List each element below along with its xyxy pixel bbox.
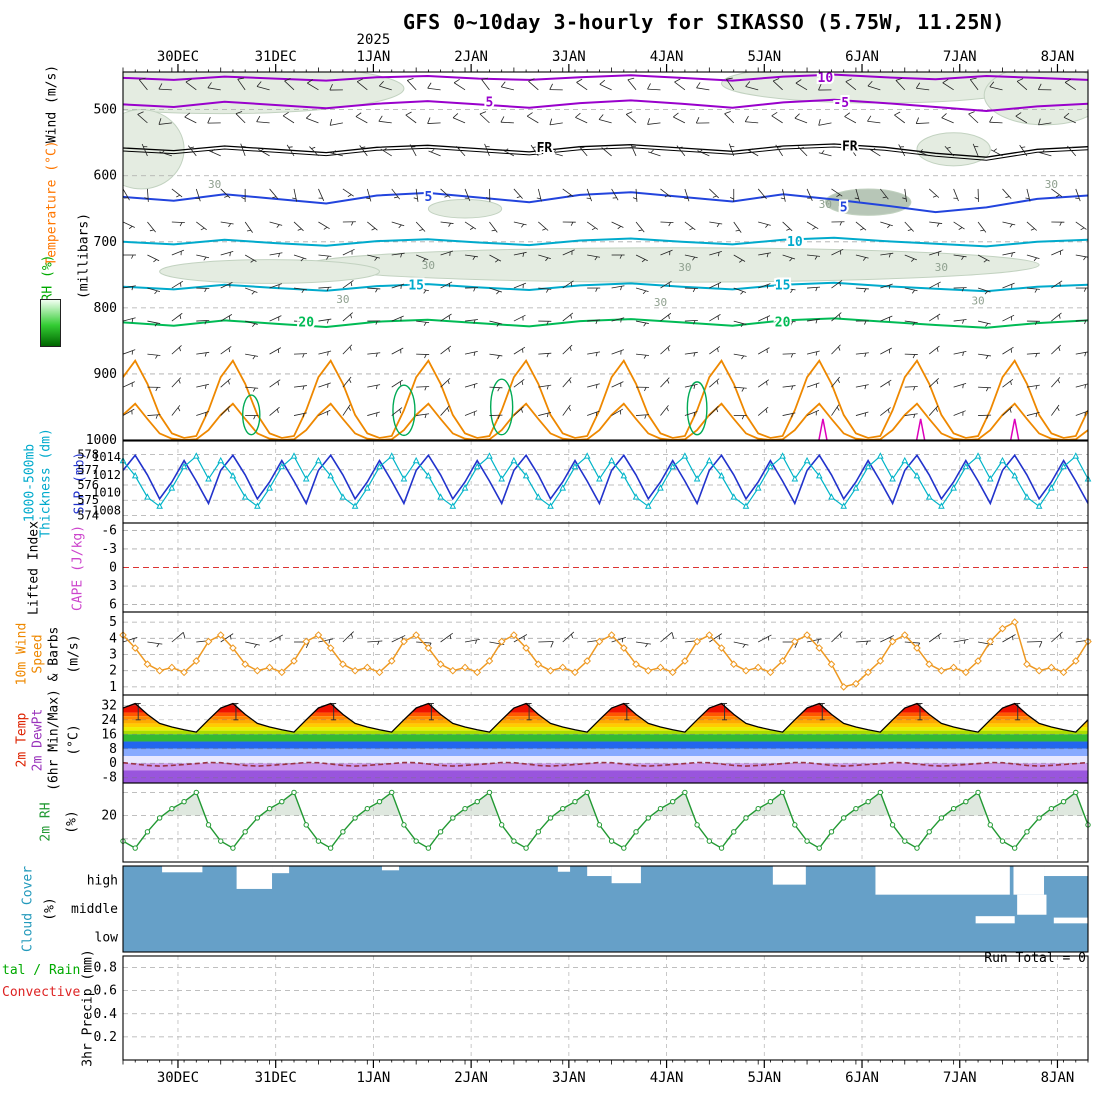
svg-text:5JAN: 5JAN [747, 1070, 781, 1086]
svg-text:-6: -6 [101, 523, 117, 538]
run-total-text: Run Total = 0 [984, 951, 1086, 966]
svg-text:1010: 1010 [92, 486, 121, 500]
svg-text:20: 20 [775, 315, 791, 330]
svg-text:3: 3 [109, 579, 117, 594]
time-axis: 30DEC 30DEC 31DEC 31DEC 1JAN 1JAN 2JAN 2JAN 3JAN… [122, 32, 1089, 1086]
svg-text:5: 5 [486, 95, 494, 110]
svg-text:0.4: 0.4 [94, 1007, 118, 1022]
svg-text:4: 4 [109, 631, 117, 646]
svg-text:0: 0 [109, 756, 117, 771]
svg-text:2JAN: 2JAN [454, 49, 488, 65]
svg-text:20: 20 [101, 809, 117, 824]
svg-text:600: 600 [94, 169, 117, 184]
svg-text:0.2: 0.2 [94, 1030, 117, 1045]
svg-text:middle: middle [71, 902, 118, 917]
temp-bands [123, 703, 1088, 783]
svg-text:2JAN: 2JAN [454, 1070, 488, 1086]
svg-text:15: 15 [775, 278, 791, 293]
svg-text:700: 700 [94, 235, 117, 250]
upper-air-labels: 10 5 -5 FR FR 5 5 10 15 15 20 20 30 30 30 30 30 30 30 30 30 5… [86, 69, 1058, 448]
svg-text:578: 578 [77, 448, 99, 462]
svg-text:8JAN: 8JAN [1041, 1070, 1075, 1086]
svg-text:0: 0 [109, 561, 117, 576]
rh-panel: 20 [101, 783, 1091, 862]
svg-text:5: 5 [109, 615, 117, 630]
svg-text:32: 32 [101, 698, 117, 713]
svg-text:-5: -5 [833, 96, 849, 111]
svg-text:6: 6 [109, 598, 117, 613]
svg-text:-3: -3 [101, 542, 117, 557]
legend-convective: Convective [2, 985, 81, 1000]
svg-text:2: 2 [109, 664, 117, 679]
svg-text:1JAN: 1JAN [357, 1070, 391, 1086]
svg-text:30: 30 [935, 261, 948, 274]
svg-text:10: 10 [818, 71, 834, 86]
svg-text:8JAN: 8JAN [1041, 49, 1075, 65]
svg-text:1: 1 [109, 680, 117, 695]
svg-text:5: 5 [424, 190, 432, 205]
svg-text:30: 30 [1045, 178, 1058, 191]
svg-text:1000: 1000 [86, 433, 117, 448]
svg-text:30DEC: 30DEC [157, 49, 199, 65]
svg-text:5: 5 [840, 200, 848, 215]
svg-text:800: 800 [94, 301, 117, 316]
svg-text:4JAN: 4JAN [650, 49, 684, 65]
svg-text:31DEC: 31DEC [255, 1070, 297, 1086]
svg-text:1014: 1014 [92, 450, 121, 464]
svg-text:30: 30 [654, 296, 667, 309]
svg-text:FR: FR [842, 140, 858, 155]
svg-text:3JAN: 3JAN [552, 1070, 586, 1086]
svg-text:15: 15 [408, 278, 424, 293]
svg-text:low: low [95, 931, 119, 946]
wind10-panel: 54 321 [109, 612, 1092, 695]
page-title: GFS 0~10day 3-hourly for SIKASSO (5.75W,… [403, 10, 1005, 34]
svg-text:30: 30 [971, 294, 984, 307]
svg-text:2025: 2025 [357, 32, 391, 48]
svg-text:577: 577 [77, 463, 99, 477]
svg-text:8: 8 [109, 742, 117, 757]
precip-panel: 0.8 0.6 0.4 0.2 [94, 956, 1088, 1060]
svg-text:10: 10 [787, 235, 803, 250]
svg-text:24: 24 [101, 713, 117, 728]
svg-text:30: 30 [819, 198, 832, 211]
svg-text:-8: -8 [101, 771, 117, 786]
svg-text:3: 3 [109, 648, 117, 663]
svg-text:30: 30 [422, 259, 435, 272]
svg-text:1012: 1012 [92, 468, 121, 482]
svg-text:500: 500 [94, 103, 117, 118]
svg-text:7JAN: 7JAN [943, 1070, 977, 1086]
svg-text:1008: 1008 [92, 504, 121, 518]
svg-text:5JAN: 5JAN [747, 49, 781, 65]
svg-text:575: 575 [77, 493, 99, 507]
svg-text:16: 16 [101, 727, 117, 742]
cloud-panel: high middle low [71, 866, 1088, 952]
li-cape-panel: -6 -3 0 3 6 [101, 523, 1088, 613]
svg-text:20: 20 [298, 315, 314, 330]
svg-text:3JAN: 3JAN [552, 49, 586, 65]
rh-colorbar [40, 299, 61, 347]
svg-text:6JAN: 6JAN [845, 1070, 879, 1086]
svg-text:31DEC: 31DEC [255, 49, 297, 65]
svg-text:574: 574 [77, 508, 99, 522]
upper-air-panel [123, 72, 1088, 440]
svg-text:FR: FR [537, 141, 553, 156]
svg-text:900: 900 [94, 367, 117, 382]
svg-text:1JAN: 1JAN [357, 49, 391, 65]
svg-text:4JAN: 4JAN [650, 1070, 684, 1086]
svg-text:6JAN: 6JAN [845, 49, 879, 65]
svg-text:30: 30 [678, 261, 691, 274]
svg-text:7JAN: 7JAN [943, 49, 977, 65]
svg-text:high: high [87, 873, 118, 888]
svg-text:0.8: 0.8 [94, 961, 117, 976]
svg-text:30: 30 [208, 178, 221, 191]
svg-text:576: 576 [77, 478, 99, 492]
legend-total-rain: tal / Rain [2, 963, 81, 978]
svg-text:0.6: 0.6 [94, 984, 117, 999]
svg-text:30: 30 [336, 293, 349, 306]
svg-text:30DEC: 30DEC [157, 1070, 199, 1086]
